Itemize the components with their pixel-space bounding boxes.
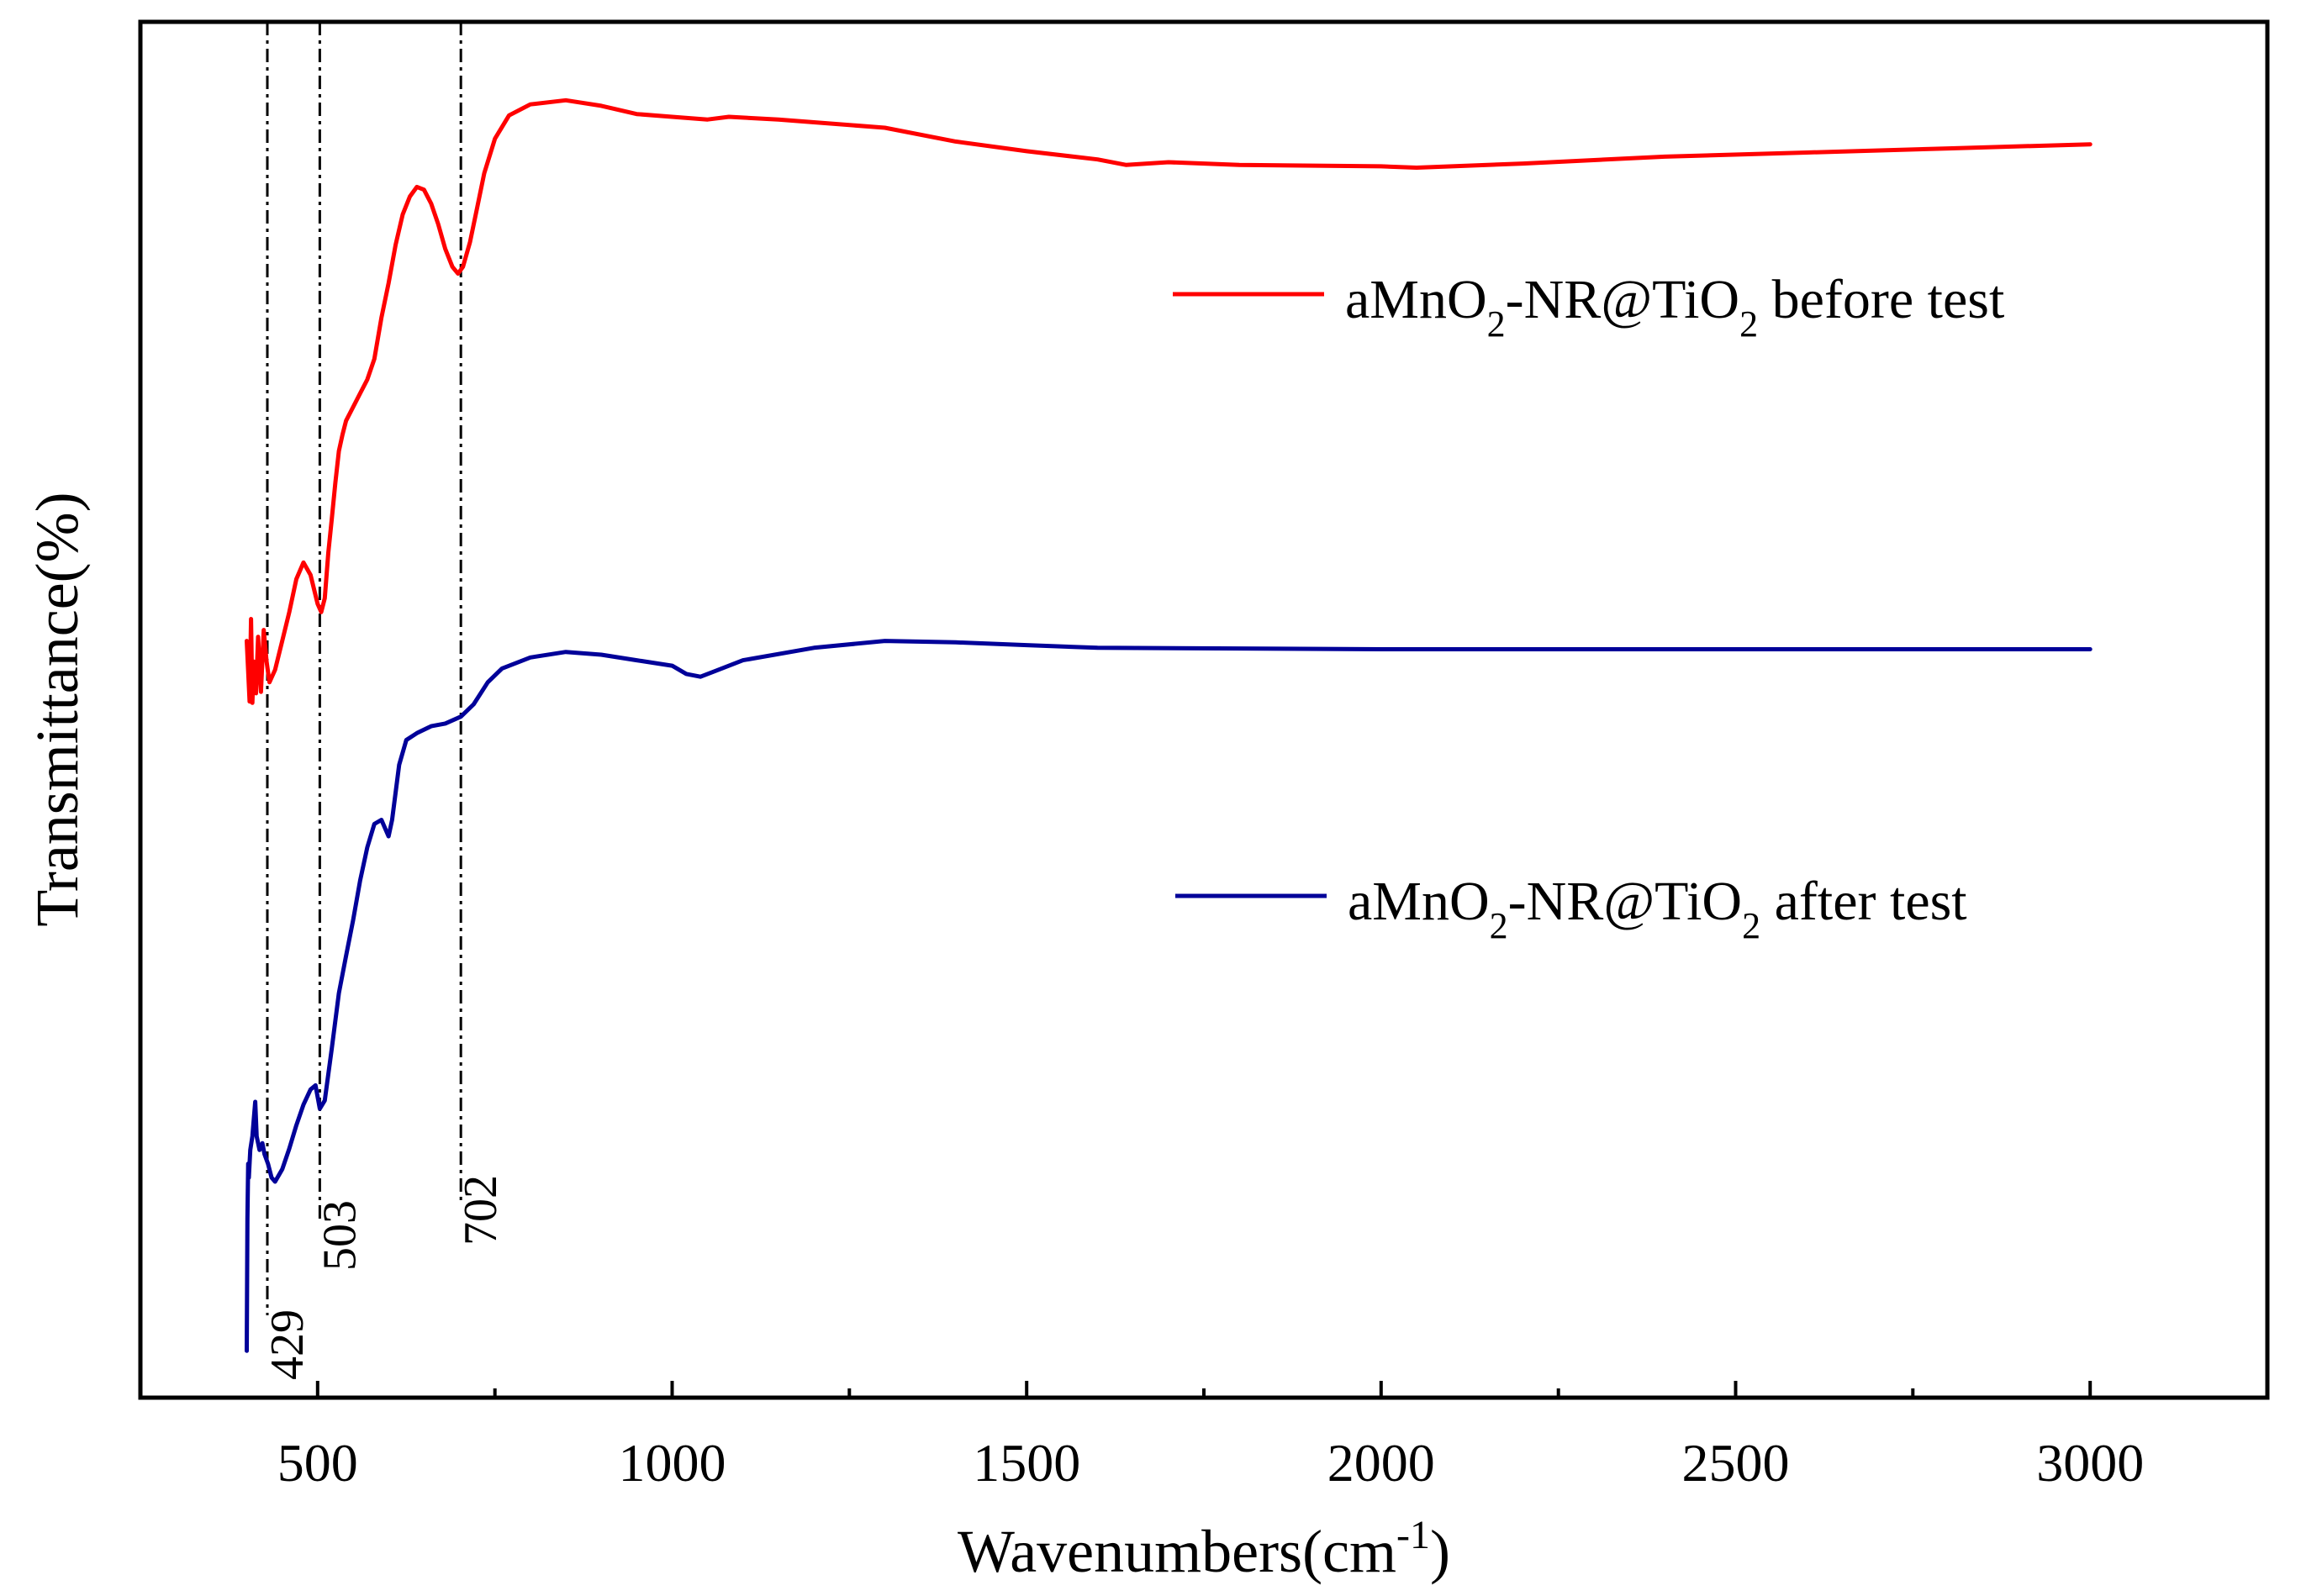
legend-label-before-test: aMnO2-NR@TiO2 before test: [1345, 269, 2004, 345]
series-line-after-test: [245, 639, 2093, 1353]
legend: aMnO2-NR@TiO2 before test aMnO2-NR@TiO2 …: [1173, 269, 2004, 946]
legend-label-after-test: aMnO2-NR@TiO2 after test: [1348, 871, 1967, 946]
reference-label-702: 702: [455, 1175, 507, 1246]
x-tick-label-1000: 1000: [619, 1433, 726, 1493]
reference-label-429: 429: [261, 1309, 314, 1380]
reference-label-503: 503: [314, 1200, 366, 1271]
series-layer: [245, 97, 2093, 1353]
x-axis-ticks: 500 1000 1500 2000 2500 3000: [139, 1381, 2269, 1493]
x-tick-label-500: 500: [277, 1433, 358, 1493]
x-axis-title: Wavenumbers(cm-1): [958, 1513, 1450, 1585]
x-tick-label-3000: 3000: [2036, 1433, 2144, 1493]
series-line-before-test: [245, 97, 2093, 705]
x-tick-label-2500: 2500: [1682, 1433, 1790, 1493]
y-axis-title: Transmittance(%): [24, 492, 91, 926]
x-tick-label-2000: 2000: [1327, 1433, 1435, 1493]
x-tick-label-1500: 1500: [973, 1433, 1080, 1493]
